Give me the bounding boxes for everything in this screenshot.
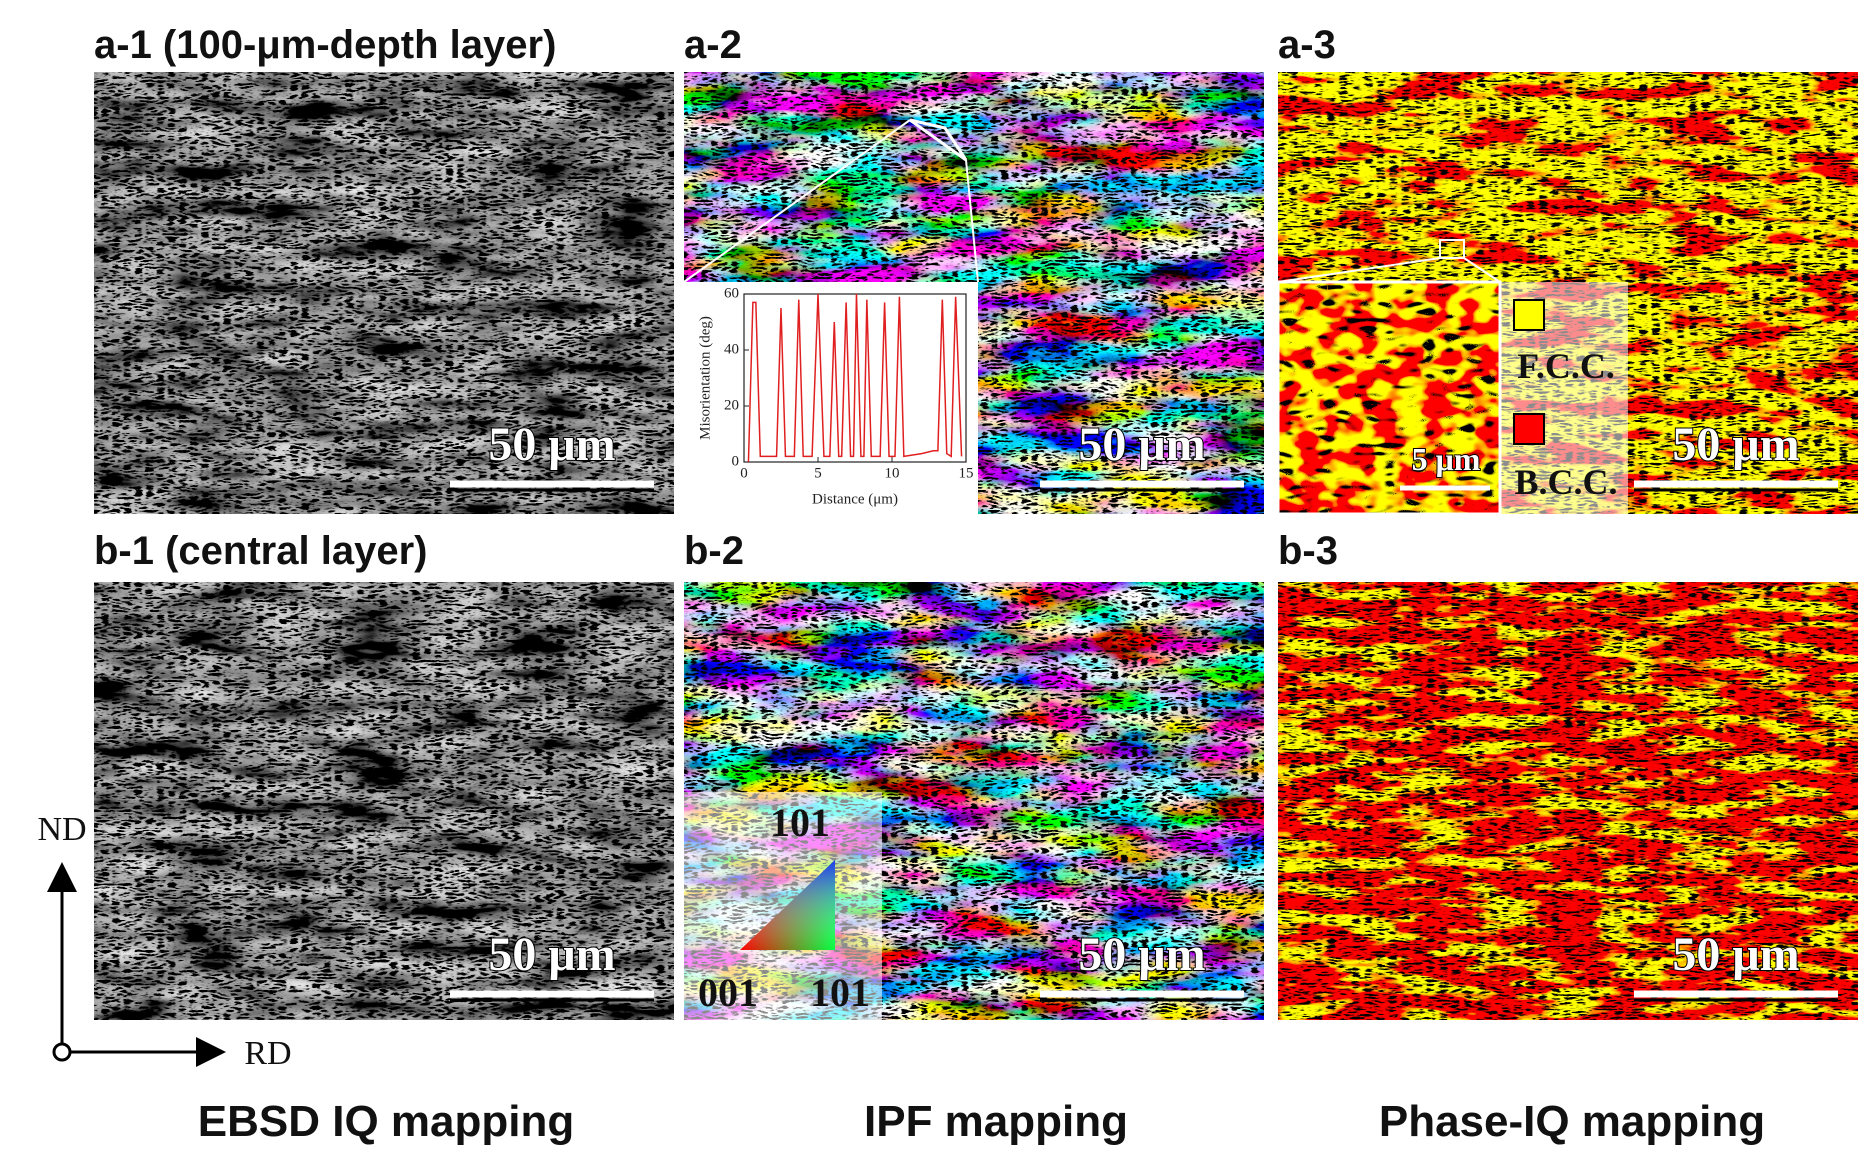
ipf-label: 001 (698, 970, 758, 1015)
x-tick-label: 15 (959, 465, 974, 481)
zoom-line (1463, 257, 1501, 283)
panel-label: b-3 (1278, 529, 1338, 573)
y-tick-label: 20 (724, 397, 739, 413)
inset-plot-frame (743, 293, 967, 463)
y-tick-label: 40 (724, 341, 739, 357)
inset-x-label: Distance (μm) (812, 491, 898, 507)
panel-label: a-1 (100-μm-depth layer) (94, 23, 556, 67)
ipf-triangle (740, 860, 835, 950)
scale-bars: 50 μm 50 μm 50 μm 50 μm 50 μm 50 μm (450, 417, 1838, 1002)
iq-map (94, 582, 674, 1020)
caption: Phase-IQ mapping (1379, 1097, 1765, 1146)
panel-label: b-1 (central layer) (94, 529, 427, 573)
zoom-map (1278, 282, 1500, 514)
scale-bar-label: 50 μm (1078, 418, 1205, 471)
zoom-line (965, 159, 979, 283)
x-tick-label: 0 (740, 465, 748, 481)
phase-map (1278, 582, 1858, 1020)
x-tick-label: 10 (885, 465, 900, 481)
scale-bar-label: 50 μm (488, 418, 615, 471)
ipf-label: 101 (770, 800, 830, 845)
caption: IPF mapping (864, 1097, 1128, 1146)
panel-label: b-2 (684, 529, 744, 573)
iq-map (94, 72, 674, 514)
scale-bar-label: 50 μm (1078, 928, 1205, 981)
legend-swatch (1513, 299, 1545, 331)
x-tick-label: 5 (814, 465, 822, 481)
axis-label: ND (37, 811, 86, 848)
legend-background (684, 792, 882, 1020)
zoom-box (1439, 239, 1465, 259)
legend-label: F.C.C. (1517, 346, 1615, 386)
panel-label: a-2 (684, 23, 742, 67)
inset-y-label: Misorientation (deg) (697, 316, 713, 440)
misorientation-line (747, 293, 963, 463)
y-tick-label: 60 (724, 285, 739, 301)
axis-label: RD (244, 1035, 291, 1072)
scale-bar-label: 50 μm (1672, 928, 1799, 981)
scale-bar-label: 5 μm (1412, 441, 1481, 477)
panel-label: a-3 (1278, 23, 1336, 67)
zoom-line (1277, 257, 1441, 283)
scale-bar-label: 50 μm (488, 928, 615, 981)
zoom-line (683, 119, 911, 283)
legend-label: B.C.C. (1514, 462, 1617, 502)
inset-background (684, 282, 978, 514)
line-scan-marker (909, 118, 968, 162)
scale-bar-label: 50 μm (1672, 418, 1799, 471)
caption: EBSD IQ mapping (198, 1097, 574, 1146)
legend-swatch (1513, 413, 1545, 445)
y-tick-label: 0 (732, 453, 740, 469)
ipf-label: 101 (810, 970, 870, 1015)
inset-plot: 0 20 40 60 0 5 10 15 (724, 285, 974, 481)
origin (52, 1042, 72, 1062)
